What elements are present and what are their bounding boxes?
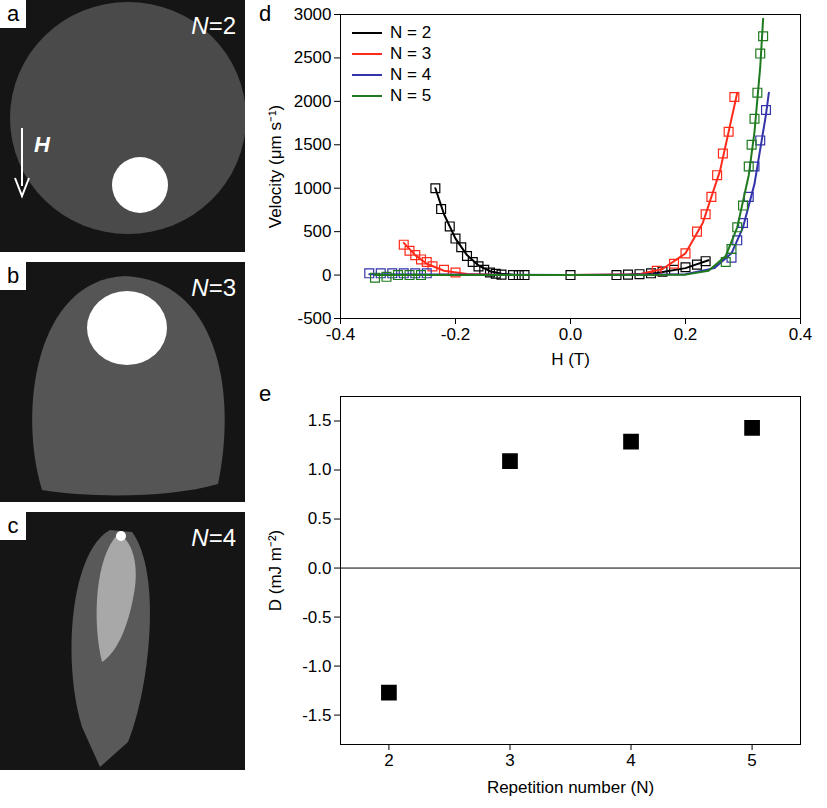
- svg-text:0.2: 0.2: [674, 325, 698, 344]
- svg-text:H: H: [34, 132, 51, 157]
- html-text:N = 4: N = 4: [390, 64, 432, 84]
- html-text:e: e: [258, 381, 272, 406]
- svg-text:N=3: N=3: [191, 274, 236, 301]
- svg-text:1500: 1500: [294, 135, 332, 154]
- svg-text:2500: 2500: [294, 48, 332, 67]
- svg-text:Repetition number (N): Repetition number (N): [487, 778, 654, 797]
- html-text:N = 3: N = 3: [390, 43, 432, 63]
- html-text:d: d: [258, 1, 272, 26]
- svg-text:1.0: 1.0: [308, 460, 332, 479]
- svg-text:5: 5: [747, 751, 756, 770]
- svg-text:500: 500: [303, 222, 331, 241]
- svg-text:-0.5: -0.5: [302, 608, 331, 627]
- svg-text:D (mJ m⁻²): D (mJ m⁻²): [266, 530, 285, 612]
- svg-text:Velocity (μm s⁻¹): Velocity (μm s⁻¹): [266, 105, 285, 228]
- html-text:b: b: [6, 263, 20, 288]
- svg-text:0.0: 0.0: [559, 325, 583, 344]
- svg-text:0.5: 0.5: [308, 509, 332, 528]
- html-text:a: a: [6, 1, 20, 26]
- svg-text:1.5: 1.5: [308, 411, 332, 430]
- svg-text:2000: 2000: [294, 92, 332, 111]
- html-text:N = 5: N = 5: [390, 85, 432, 105]
- html-text:N = 2: N = 2: [390, 22, 432, 42]
- svg-text:-500: -500: [297, 308, 332, 328]
- svg-text:3000: 3000: [294, 5, 332, 24]
- svg-text:-1.0: -1.0: [302, 657, 331, 676]
- svg-text:0.0: 0.0: [308, 558, 332, 577]
- svg-text:4: 4: [626, 751, 635, 770]
- svg-text:-1.5: -1.5: [302, 706, 331, 725]
- svg-text:0: 0: [322, 266, 331, 285]
- svg-text:1000: 1000: [294, 179, 332, 198]
- html-text:c: c: [7, 513, 19, 538]
- svg-text:2: 2: [384, 751, 393, 770]
- svg-text:0.4: 0.4: [789, 325, 813, 344]
- svg-text:3: 3: [505, 751, 514, 770]
- svg-text:H (T): H (T): [551, 350, 590, 369]
- svg-text:-0.4: -0.4: [326, 325, 355, 344]
- svg-text:N=2: N=2: [191, 12, 236, 39]
- svg-text:-0.2: -0.2: [441, 325, 470, 344]
- svg-text:N=4: N=4: [191, 524, 236, 551]
